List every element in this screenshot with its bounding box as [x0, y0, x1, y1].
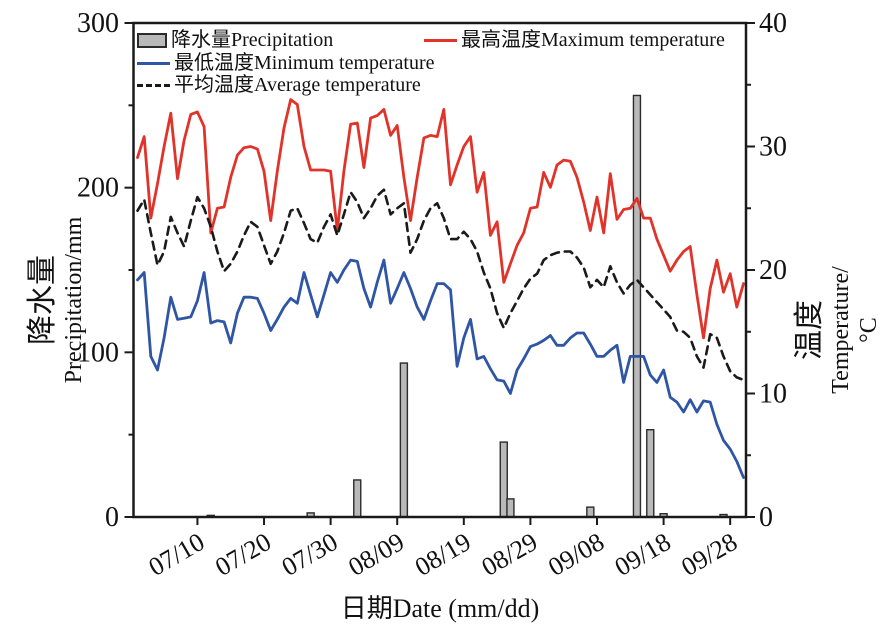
tick-label: 300: [77, 8, 119, 39]
tick-label: 07/10: [144, 527, 210, 582]
right-axis-title-cn: 温度: [793, 300, 826, 360]
legend-item-avg-temperature: 平均温度Average temperature: [137, 74, 421, 96]
legend-label-precipitation: 降水量Precipitation: [171, 29, 334, 51]
precipitation-bar: [499, 441, 508, 518]
tick-label: 08/29: [477, 527, 543, 582]
max-temperature-line: [136, 98, 745, 340]
precipitation-bar: [586, 506, 595, 518]
precipitation-bar: [646, 429, 655, 518]
precipitation-bar: [506, 498, 515, 518]
tick-label: 08/19: [410, 527, 476, 582]
precipitation-bar: [632, 94, 642, 518]
precipitation-bar: [399, 362, 409, 518]
tick-label: 07/30: [277, 527, 343, 582]
avg-temperature-line: [136, 188, 745, 382]
tick-label: 40: [759, 8, 787, 39]
left-axis-title-en: Precipitation/mm: [61, 216, 87, 384]
precipitation-bar-swatch-icon: [137, 32, 167, 48]
tick-label: 0: [759, 502, 773, 533]
legend-label-avg-temperature: 平均温度Average temperature: [174, 74, 421, 96]
tick-label: 30: [759, 132, 787, 163]
legend-item-min-temperature: 最低温度Minimum temperature: [137, 52, 435, 74]
avg-temperature-dashed-swatch-icon: [137, 83, 170, 87]
right-axis-title: 温度 Temperature/°C: [793, 266, 883, 394]
tick-label: 200: [77, 173, 119, 204]
precipitation-bar: [353, 479, 362, 518]
max-temperature-line-swatch-icon: [424, 38, 457, 42]
tick-label: 20: [759, 255, 787, 286]
tick-label: 0: [105, 502, 119, 533]
min-temperature-line-swatch-icon: [137, 61, 170, 65]
tick-label: 07/20: [210, 527, 276, 582]
legend-item-max-temperature: 最高温度Maximum temperature: [424, 29, 725, 51]
min-temperature-line: [136, 258, 745, 479]
tick-label: 100: [77, 337, 119, 368]
left-axis-title: 降水量 Precipitation/mm: [26, 217, 88, 384]
tick-label: 09/18: [610, 527, 676, 582]
legend-label-max-temperature: 最高温度Maximum temperature: [461, 29, 725, 51]
tick-label: 08/09: [343, 527, 409, 582]
tick-label: 09/28: [676, 527, 742, 582]
tick-label: 09/08: [543, 527, 609, 582]
right-axis-title-en: Temperature/°C: [828, 266, 882, 394]
left-axis-title-cn: 降水量: [26, 255, 59, 346]
x-axis-title: 日期Date (mm/dd): [340, 594, 540, 623]
tick-label: 10: [759, 379, 787, 410]
legend-item-precipitation: 降水量Precipitation: [137, 29, 333, 51]
legend-label-min-temperature: 最低温度Minimum temperature: [174, 52, 435, 74]
